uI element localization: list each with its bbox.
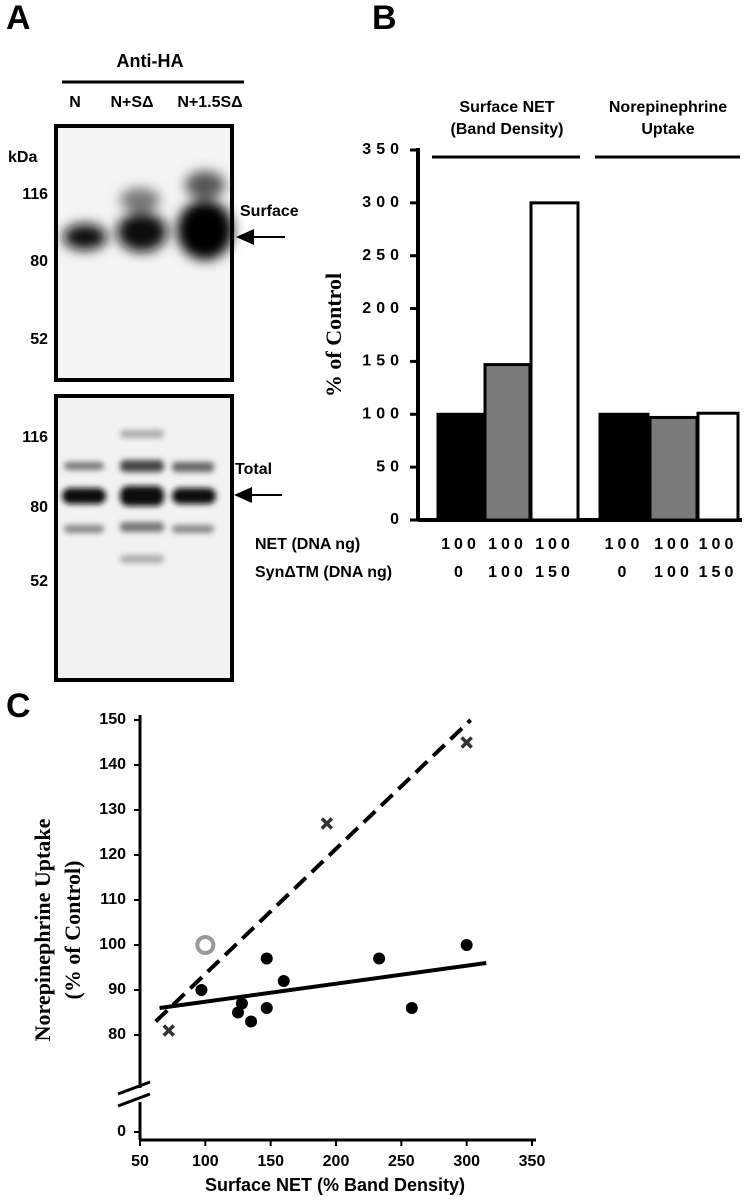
marker: 116 [22, 429, 48, 446]
group-label: Surface NET [459, 99, 554, 116]
point [235, 997, 248, 1010]
y-tick-label: 100 [99, 936, 126, 953]
point [260, 952, 273, 965]
y-tick-label: 100 [362, 406, 404, 423]
fit-line [159, 961, 487, 1010]
row-value: 150 [699, 564, 738, 581]
lane-label: N [69, 94, 81, 111]
y-tick-label: 0 [390, 511, 404, 528]
row-value: 100 [488, 536, 527, 553]
blot-label: Surface [240, 203, 299, 220]
point [195, 935, 216, 955]
panel-label: A [6, 0, 31, 37]
y-tick-label: 150 [99, 711, 126, 728]
x-tick-label: 100 [192, 1153, 219, 1170]
y-tick-label: 130 [99, 801, 126, 818]
y-tick-label: 140 [99, 756, 126, 773]
panel-label: B [372, 0, 397, 37]
row-value: 100 [654, 564, 693, 581]
blot-top [54, 124, 234, 382]
y-axis-label: Norepinephrine Uptake [30, 818, 55, 1041]
axis-break [117, 1092, 151, 1108]
group-label: (Band Density) [451, 121, 564, 138]
y-tick-label: 350 [362, 141, 404, 158]
point [232, 1006, 244, 1019]
y-tick-label: 120 [99, 846, 126, 863]
x-tick-label: 350 [519, 1153, 546, 1170]
antibody: Anti-HA [117, 51, 184, 71]
row-value: 150 [535, 564, 574, 581]
point [405, 1002, 418, 1014]
row-value: 100 [535, 536, 574, 553]
row-value: 100 [699, 536, 738, 553]
point [245, 1015, 258, 1028]
point [373, 952, 386, 965]
row-value: 0 [618, 564, 631, 581]
bar [648, 415, 699, 522]
panel-label: C [6, 687, 31, 725]
row-value: 100 [605, 536, 644, 553]
lane-label: N+SΔ [110, 94, 153, 111]
x-tick-label: 150 [257, 1153, 284, 1170]
y-tick-label: 200 [362, 300, 404, 317]
y-tick-label: 50 [376, 458, 404, 475]
y-axis-label: % of Control [321, 273, 346, 397]
marker: 80 [30, 499, 48, 516]
blot-label: Total [235, 461, 272, 478]
x-tick-label: 250 [388, 1153, 415, 1170]
y-axis-label: (% of Control) [60, 861, 85, 1000]
unit: kDa [8, 149, 37, 166]
y-tick-label: 80 [108, 1026, 126, 1043]
group-label: Uptake [641, 121, 694, 138]
point [277, 975, 290, 987]
axis-break [117, 1080, 151, 1096]
marker: 116 [22, 186, 48, 203]
row-value: 0 [454, 564, 467, 581]
group-label: Norepinephrine [609, 99, 727, 116]
row-value: 100 [441, 536, 480, 553]
point [260, 1002, 273, 1014]
point [460, 939, 473, 951]
y-tick-label: 250 [362, 247, 404, 264]
fit-line [154, 718, 472, 1023]
x-tick-label: 50 [131, 1153, 149, 1170]
arrow-head [236, 229, 254, 245]
marker: 52 [30, 573, 48, 590]
point [460, 736, 473, 749]
x-tick-label: 200 [323, 1153, 350, 1170]
marker: 80 [30, 253, 48, 270]
bar [529, 201, 580, 522]
y-tick-label: 150 [362, 353, 404, 370]
bar [598, 412, 650, 522]
row-value: 100 [488, 564, 527, 581]
bar [436, 412, 485, 522]
row-value: 100 [654, 536, 693, 553]
y-tick-label: 0 [117, 1123, 126, 1140]
point [195, 984, 208, 996]
blot-bottom [54, 394, 234, 682]
point [320, 817, 334, 830]
row-label: SynΔTM (DNA ng) [255, 564, 392, 581]
y-tick-label: 90 [108, 981, 126, 998]
y-tick-label: 300 [362, 194, 404, 211]
lane-label: N+1.5SΔ [177, 94, 242, 111]
x-axis-label: Surface NET (% Band Density) [205, 1175, 465, 1195]
y-tick-label: 110 [100, 891, 126, 908]
bar [696, 411, 740, 522]
x-tick-label: 300 [453, 1153, 480, 1170]
marker: 52 [30, 331, 48, 348]
bar [483, 363, 532, 522]
row-label: NET (DNA ng) [255, 536, 360, 553]
point [162, 1024, 175, 1037]
arrow-head [234, 487, 252, 503]
